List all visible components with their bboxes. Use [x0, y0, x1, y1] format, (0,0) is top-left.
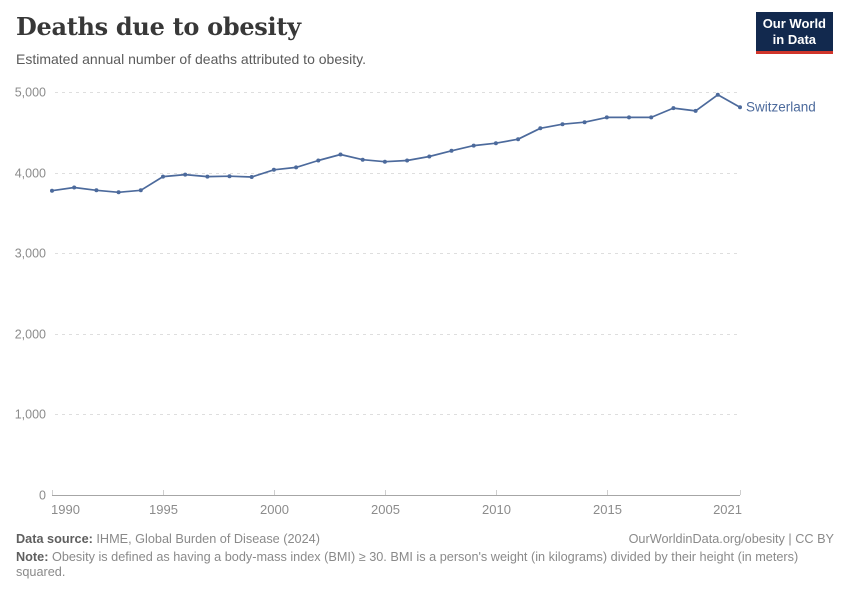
- x-tick-label: 2021: [713, 502, 742, 517]
- x-tick-label: 1990: [51, 502, 80, 517]
- data-point: [538, 126, 543, 131]
- chart-footer: Data source: IHME, Global Burden of Dise…: [16, 532, 834, 581]
- x-tick-label: 1995: [149, 502, 178, 517]
- data-point: [471, 143, 476, 148]
- data-point: [382, 159, 387, 164]
- x-tick-label: 2010: [482, 502, 511, 517]
- data-point: [360, 157, 365, 162]
- series-line: [51, 93, 741, 194]
- data-point: [227, 174, 232, 179]
- data-point: [516, 137, 521, 142]
- data-point: [738, 105, 742, 110]
- data-point: [693, 108, 698, 113]
- data-point: [161, 174, 165, 179]
- data-point: [493, 141, 498, 146]
- y-tick-label: 1,000: [15, 408, 46, 422]
- data-source: Data source: IHME, Global Burden of Dise…: [16, 532, 320, 548]
- owid-logo-line1: Our World: [762, 16, 826, 31]
- owid-logo: Our World in Data: [755, 12, 833, 54]
- data-point: [560, 122, 565, 127]
- page-title: Deaths due to obesity: [16, 12, 301, 41]
- data-point: [604, 115, 609, 120]
- data-point: [72, 185, 77, 190]
- data-point: [338, 152, 343, 157]
- data-point: [715, 92, 720, 97]
- data-point: [627, 115, 631, 120]
- entity-label[interactable]: Switzerland: [746, 100, 816, 115]
- y-tick-label: 2,000: [15, 328, 46, 342]
- data-point: [205, 174, 210, 179]
- y-tick-label: 3,000: [15, 247, 46, 261]
- x-tick-label: 2000: [260, 502, 289, 517]
- chart-subtitle: Estimated annual number of deaths attrib…: [16, 51, 366, 67]
- data-source-label: Data source:: [16, 532, 93, 546]
- y-tick-label: 4,000: [15, 167, 46, 181]
- data-point: [582, 120, 587, 125]
- line-chart: 0 1,000 2,000 3,000 4,000 5,000 1990 1995 2000 20…: [15, 86, 816, 518]
- x-tick-label: 2005: [371, 502, 400, 517]
- data-source-value: IHME, Global Burden of Disease (2024): [92, 532, 320, 546]
- data-point: [294, 165, 299, 170]
- x-tick-label: 2015: [593, 502, 622, 517]
- note-label: Note:: [16, 549, 49, 564]
- data-point: [449, 148, 454, 153]
- data-point: [183, 172, 188, 177]
- data-point: [271, 167, 276, 172]
- data-point: [116, 190, 121, 195]
- owid-link[interactable]: OurWorldinData.org/obesity | CC BY: [628, 532, 834, 546]
- data-point: [316, 158, 321, 163]
- data-point: [50, 188, 54, 193]
- data-point: [649, 115, 654, 120]
- data-point: [405, 158, 410, 163]
- y-tick-label: 5,000: [15, 86, 46, 100]
- data-point: [427, 154, 432, 159]
- data-point: [671, 106, 676, 111]
- data-point: [94, 188, 99, 193]
- note-value: Obesity is defined as having a body-mass…: [16, 549, 799, 580]
- chart-note: Note: Obesity is defined as having a bod…: [16, 550, 813, 581]
- y-tick-label: 0: [39, 489, 46, 503]
- data-point: [249, 175, 254, 179]
- data-point: [138, 188, 143, 193]
- owid-logo-line2: in Data: [772, 32, 817, 47]
